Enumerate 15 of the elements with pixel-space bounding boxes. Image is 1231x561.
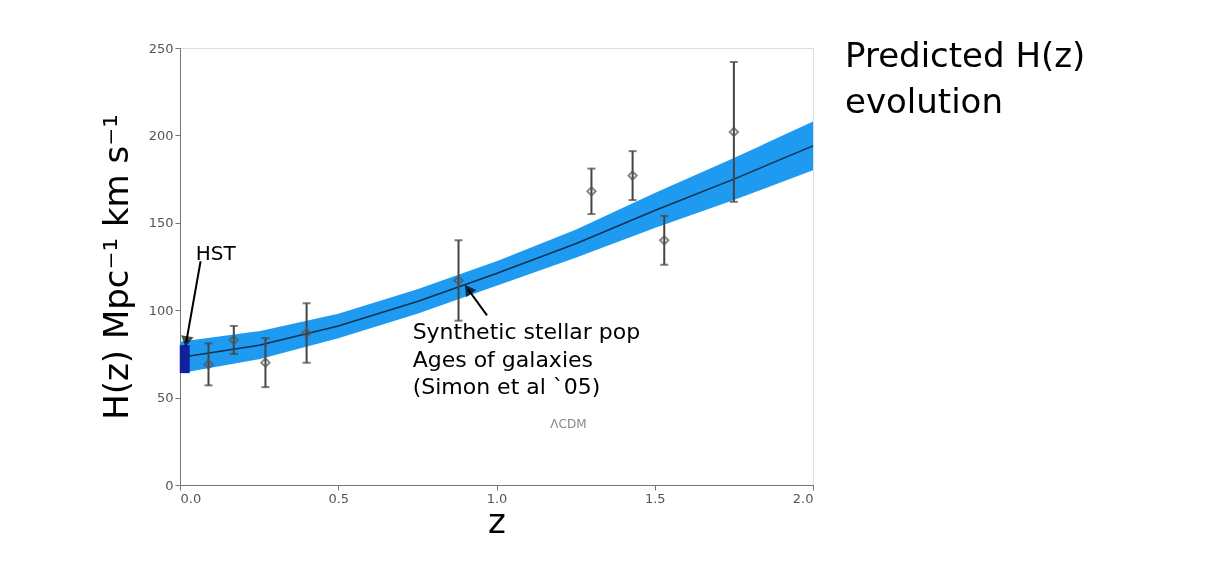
x-tick-label: 1.5: [644, 490, 666, 506]
x-tick-label: 2.0: [792, 490, 814, 506]
y-axis-title: H(z) Mpc⁻¹ km s⁻¹: [95, 114, 136, 420]
annotation: ΛCDM: [550, 416, 587, 431]
x-tick-label: 0.5: [328, 490, 350, 506]
y-tick-label: 0: [165, 477, 174, 493]
y-tick-label: 100: [148, 302, 174, 318]
text: Predicted H(z) evolution: [845, 35, 1086, 121]
annotation: Synthetic stellar pop Ages of galaxies (Simon et al `05): [412, 319, 641, 400]
y-tick-label: 150: [148, 215, 174, 231]
y-tick-label: 250: [148, 40, 174, 56]
annotation: HST: [195, 240, 237, 265]
y-tick-label: 50: [156, 390, 174, 406]
y-tick-label: 200: [148, 127, 174, 143]
x-tick-label: 0.0: [180, 490, 202, 506]
